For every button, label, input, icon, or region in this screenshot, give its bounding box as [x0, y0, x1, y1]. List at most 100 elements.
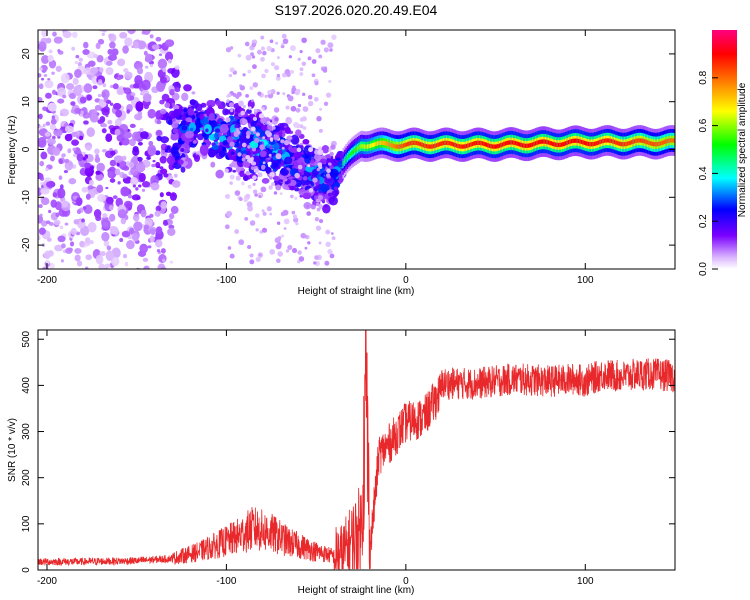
spectrogram-blob	[76, 333, 80, 337]
spectrogram-band-segment	[628, 141, 630, 146]
spectrogram-speckle	[254, 168, 260, 173]
spectrogram-speckle	[317, 194, 324, 201]
spectrogram-blob	[111, 0, 117, 6]
spectrogram-blob	[181, 92, 189, 102]
spectrogram-band-segment	[560, 142, 563, 147]
spectrogram-speckle	[262, 50, 267, 56]
spectrogram-speckle	[242, 73, 246, 77]
spectrogram-blob	[95, 254, 104, 265]
spectrogram-blob	[73, 219, 80, 225]
spectrogram-blob	[40, 151, 48, 160]
spectrogram-blob	[137, 330, 145, 337]
spectrogram-band-segment	[432, 144, 435, 149]
spectrogram-blob	[60, 73, 70, 84]
x-tick-label: 100	[577, 576, 594, 587]
spectrogram-blob	[47, 102, 57, 112]
spectrogram-blob	[199, 144, 209, 156]
spectrogram-speckle	[315, 202, 320, 207]
spectrogram-speckle	[247, 244, 252, 250]
spectrogram-speckle	[301, 37, 307, 44]
spectrogram-blob	[187, 107, 194, 117]
spectrogram-blob	[46, 237, 52, 242]
spectrogram-blob	[83, 41, 89, 49]
spectrogram-blob	[205, 128, 209, 133]
spectrogram-blob	[100, 101, 107, 108]
y-tick-label: 0	[21, 567, 32, 573]
spectrogram-speckle	[285, 186, 290, 191]
spectrogram-band-segment	[428, 144, 431, 149]
spectrogram-speckle	[301, 61, 307, 67]
spectrogram-blob	[62, 321, 67, 327]
spectrogram-blob	[259, 150, 267, 158]
spectrogram-speckle	[236, 91, 242, 97]
spectrogram-speckle	[281, 146, 285, 150]
spectrogram-blob	[167, 59, 172, 64]
spectrogram-blob	[84, 390, 89, 395]
spectrogram-speckle	[317, 162, 323, 167]
colorbar-tick-label: 0.4	[698, 166, 709, 180]
spectrogram-speckle	[283, 139, 290, 146]
spectrogram-blob	[105, 60, 113, 66]
spectrogram-blob	[124, 37, 133, 47]
spectrogram-blob	[146, 156, 151, 160]
spectrogram-band-segment	[507, 140, 510, 145]
spectrogram-blob	[138, 271, 144, 277]
spectrogram-speckle	[298, 256, 305, 262]
spectrogram-speckle	[308, 188, 314, 193]
spectrogram-band-segment	[345, 157, 347, 162]
spectrogram-blob	[60, 259, 64, 263]
spectrogram-blob	[168, 273, 172, 277]
spectrogram-blob	[109, 213, 116, 222]
spectrogram-blob	[116, 162, 120, 167]
spectrogram-speckle	[269, 212, 273, 216]
spectrogram-blob	[131, 17, 140, 25]
spectrogram-blob	[38, 83, 44, 90]
spectrogram-band-segment	[646, 140, 649, 145]
spectrogram-blob	[162, 67, 167, 73]
spectrogram-speckle	[294, 172, 300, 179]
spectrogram-speckle	[323, 101, 329, 106]
spectrogram-blob	[143, 224, 150, 230]
chart-title: S197.2026.020.20.49.E04	[275, 2, 438, 18]
spectrogram-blob	[199, 113, 205, 120]
spectrogram-blob	[131, 17, 140, 25]
spectrogram-blob	[38, 227, 46, 235]
spectrogram-blob	[155, 299, 160, 303]
spectrogram-blob	[110, 226, 119, 235]
spectrogram-speckle	[276, 258, 281, 264]
spectrogram-blob	[41, 54, 50, 65]
spectrogram-blob	[273, 142, 280, 151]
spectrogram-blob	[84, 166, 94, 177]
spectrogram-band-segment	[582, 140, 584, 145]
spectrogram-speckle	[285, 117, 289, 121]
spectrogram-speckle	[326, 173, 331, 178]
spectrogram-blob	[97, 94, 102, 98]
spectrogram-blob	[107, 119, 113, 125]
spectrogram-blob	[42, 287, 47, 291]
spectrogram-blob	[121, 230, 131, 238]
spectrogram-blob	[57, 288, 66, 296]
spectrogram-speckle	[316, 207, 321, 212]
spectrogram-blob	[70, 1, 74, 6]
spectrogram-blob	[45, 220, 51, 225]
spectrogram-speckle	[275, 243, 282, 250]
colorbar-tick-label: 0.8	[698, 70, 709, 84]
spectrogram-blob	[38, 96, 43, 103]
spectrogram-blob	[293, 151, 302, 160]
spectrogram-blob	[246, 150, 252, 156]
spectrogram-blob	[52, 192, 58, 198]
spectrogram-band-segment	[516, 141, 518, 146]
spectrogram-blob	[106, 300, 114, 306]
spectrogram-speckle	[311, 73, 316, 78]
spectrogram-speckle	[247, 157, 254, 164]
colorbar-label: Normalized spectral amplitude	[737, 82, 748, 217]
spectrogram-blob	[214, 132, 220, 140]
spectrogram-band-segment	[619, 141, 622, 147]
spectrogram-blob	[81, 356, 87, 363]
spectrogram-band-segment	[569, 139, 571, 144]
spectrogram-band-segment	[376, 141, 379, 146]
spectrogram-blob	[164, 148, 169, 153]
spectrogram-blob	[290, 148, 297, 153]
spectrogram-blob	[117, 181, 121, 185]
spectrogram-band-segment	[544, 139, 547, 144]
